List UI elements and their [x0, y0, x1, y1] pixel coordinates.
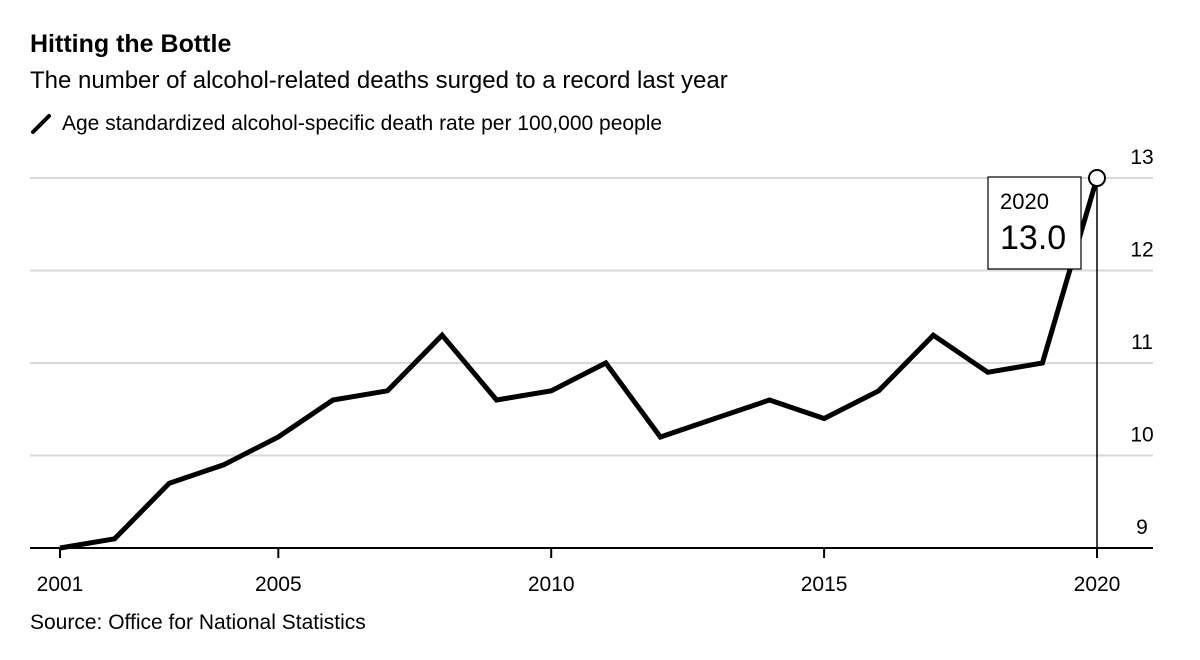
annotation-year: 2020 — [1000, 189, 1049, 214]
y-tick-label-11: 11 — [1131, 331, 1153, 354]
last-point-marker — [1088, 169, 1106, 187]
legend-label: Age standardized alcohol-specific death … — [62, 112, 663, 135]
x-tick-label-2020: 2020 — [1074, 573, 1121, 596]
legend: Age standardized alcohol-specific death … — [30, 112, 662, 136]
x-tick-label-2010: 2010 — [528, 573, 575, 596]
y-tick-label-13: 13 — [1130, 146, 1153, 169]
source-note: Source: Office for National Statistics — [30, 611, 366, 634]
y-tick-label-10: 10 — [1130, 424, 1153, 447]
annotation-box — [987, 176, 1082, 270]
x-tick-label-2005: 2005 — [255, 573, 302, 596]
x-tick-label-2001: 2001 — [37, 573, 84, 596]
y-tick-label-9: 9 — [1136, 516, 1148, 539]
series-line-0 — [59, 177, 1100, 551]
legend-line-icon — [31, 114, 51, 134]
x-tick-label-2015: 2015 — [801, 573, 848, 596]
chart-title: Hitting the Bottle — [30, 30, 232, 58]
annotation-value: 13.0 — [1000, 219, 1066, 257]
chart-subtitle: The number of alcohol-related deaths sur… — [30, 67, 728, 94]
y-tick-label-12: 12 — [1130, 239, 1153, 262]
